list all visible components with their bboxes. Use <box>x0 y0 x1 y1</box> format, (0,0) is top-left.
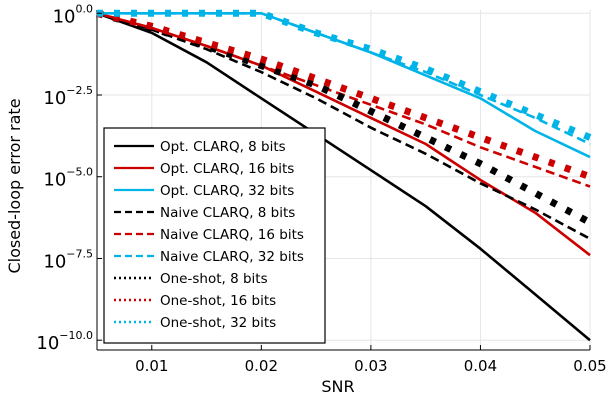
legend-box <box>103 127 326 344</box>
x-tick-label-1: 0.02 <box>245 357 278 375</box>
series-line-5 <box>97 12 591 146</box>
y-tick-label-3: 10−7.5 <box>43 247 93 272</box>
x-tick-label-2: 0.03 <box>354 357 387 375</box>
y-axis-label: Closed-loop error rate <box>5 98 24 273</box>
x-tick-label-4: 0.05 <box>573 357 606 375</box>
plot-frame <box>96 10 590 351</box>
series-line-7 <box>96 9 592 180</box>
x-axis-label: SNR <box>321 377 354 396</box>
x-tick-label-0: 0.01 <box>135 357 168 375</box>
y-axis: 100.0 10−2.5 10−5.0 10−7.5 10−10.0 <box>36 2 102 354</box>
legend-label-2: Opt. CLARQ, 32 bits <box>160 183 294 199</box>
legend-label-3: Naive CLARQ, 8 bits <box>160 205 295 221</box>
x-tick-label-3: 0.04 <box>464 357 497 375</box>
legend-label-6: One-shot, 8 bits <box>160 271 268 287</box>
y-tick-label-4: 10−10.0 <box>36 329 93 354</box>
y-tick-label-0: 100.0 <box>53 2 93 27</box>
legend: Opt. CLARQ, 8 bits Opt. CLARQ, 16 bits Opt… <box>103 127 326 344</box>
x-axis: 0.01 0.02 0.03 0.04 0.05 <box>135 345 607 375</box>
legend-label-4: Naive CLARQ, 16 bits <box>160 227 304 243</box>
series-line-2 <box>97 12 591 159</box>
series-line-0 <box>96 12 591 342</box>
legend-label-8: One-shot, 32 bits <box>160 315 276 331</box>
series-line-8 <box>97 9 592 141</box>
y-tick-label-2: 10−5.0 <box>43 166 93 191</box>
legend-label-1: Opt. CLARQ, 16 bits <box>160 161 294 177</box>
legend-label-0: Opt. CLARQ, 8 bits <box>160 139 286 155</box>
legend-label-7: One-shot, 16 bits <box>160 293 276 309</box>
y-tick-label-1: 10−2.5 <box>43 84 93 109</box>
legend-label-5: Naive CLARQ, 32 bits <box>160 249 304 265</box>
series-layer <box>96 9 592 342</box>
